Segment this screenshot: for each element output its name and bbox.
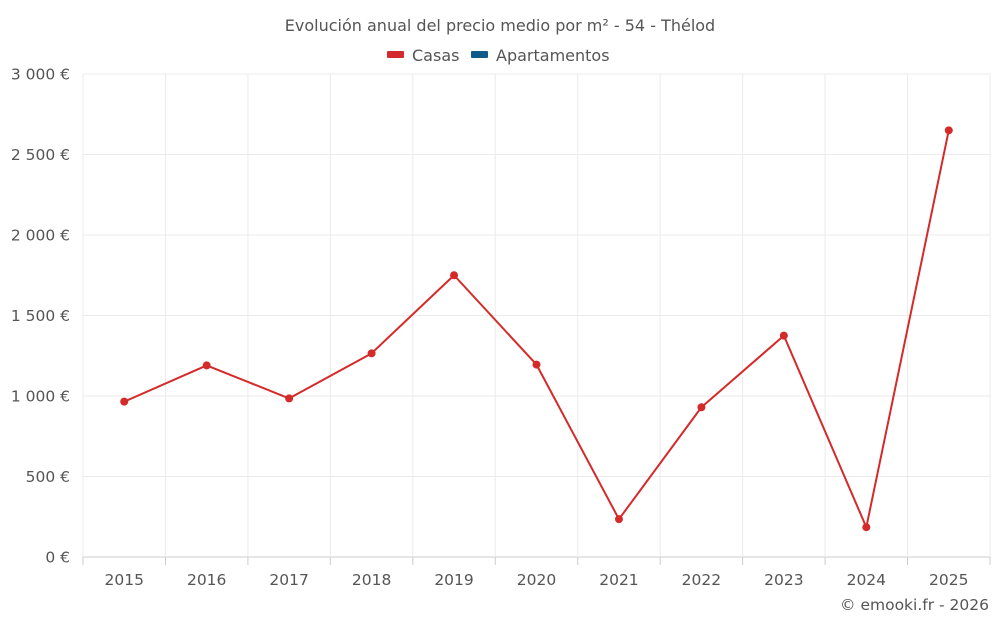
legend: Casas Apartamentos <box>387 46 610 65</box>
legend-swatch-apartamentos <box>471 51 488 58</box>
data-point-casas-2015[interactable] <box>120 397 129 406</box>
x-tick-label: 2022 <box>682 571 721 589</box>
data-point-casas-2022[interactable] <box>697 403 706 412</box>
data-point-casas-2016[interactable] <box>202 361 211 370</box>
y-tick-label: 2 000 € <box>11 227 70 245</box>
chart-title: Evolución anual del precio medio por m² … <box>285 16 715 35</box>
y-tick-label: 3 000 € <box>11 66 70 84</box>
data-point-casas-2023[interactable] <box>779 331 788 340</box>
legend-swatch-casas <box>387 51 404 58</box>
y-axis-ticks: 0 € 500 € 1 000 € 1 500 € 2 000 € 2 500 € 3 00… <box>11 66 70 567</box>
data-point-casas-2024[interactable] <box>862 523 871 532</box>
x-tick-label: 2015 <box>105 571 144 589</box>
data-point-casas-2018[interactable] <box>367 349 376 358</box>
x-tick-label: 2021 <box>599 571 638 589</box>
data-point-casas-2025[interactable] <box>944 126 953 135</box>
x-tick-label: 2023 <box>764 571 803 589</box>
x-tick-label: 2019 <box>434 571 473 589</box>
x-tick-label: 2020 <box>517 571 556 589</box>
grid <box>82 73 991 565</box>
legend-label-casas[interactable]: Casas <box>412 46 459 65</box>
y-tick-label: 1 000 € <box>11 388 70 406</box>
y-tick-label: 2 500 € <box>11 146 70 164</box>
y-tick-label: 500 € <box>26 468 70 486</box>
y-tick-label: 1 500 € <box>11 307 70 325</box>
x-tick-label: 2018 <box>352 571 391 589</box>
data-point-casas-2021[interactable] <box>614 515 623 524</box>
data-point-casas-2019[interactable] <box>450 271 459 280</box>
x-axis-ticks: 2015 2016 2017 2018 2019 2020 2021 2022 2023 2024… <box>105 571 969 589</box>
y-tick-label: 0 € <box>45 549 70 567</box>
legend-label-apartamentos[interactable]: Apartamentos <box>496 46 610 65</box>
x-tick-label: 2024 <box>847 571 886 589</box>
data-point-casas-2020[interactable] <box>532 360 541 369</box>
x-tick-label: 2016 <box>187 571 226 589</box>
series-casas <box>120 126 953 532</box>
x-tick-label: 2025 <box>929 571 968 589</box>
credit-text: © emooki.fr - 2026 <box>840 596 989 614</box>
data-point-casas-2017[interactable] <box>285 394 294 403</box>
x-tick-label: 2017 <box>269 571 308 589</box>
